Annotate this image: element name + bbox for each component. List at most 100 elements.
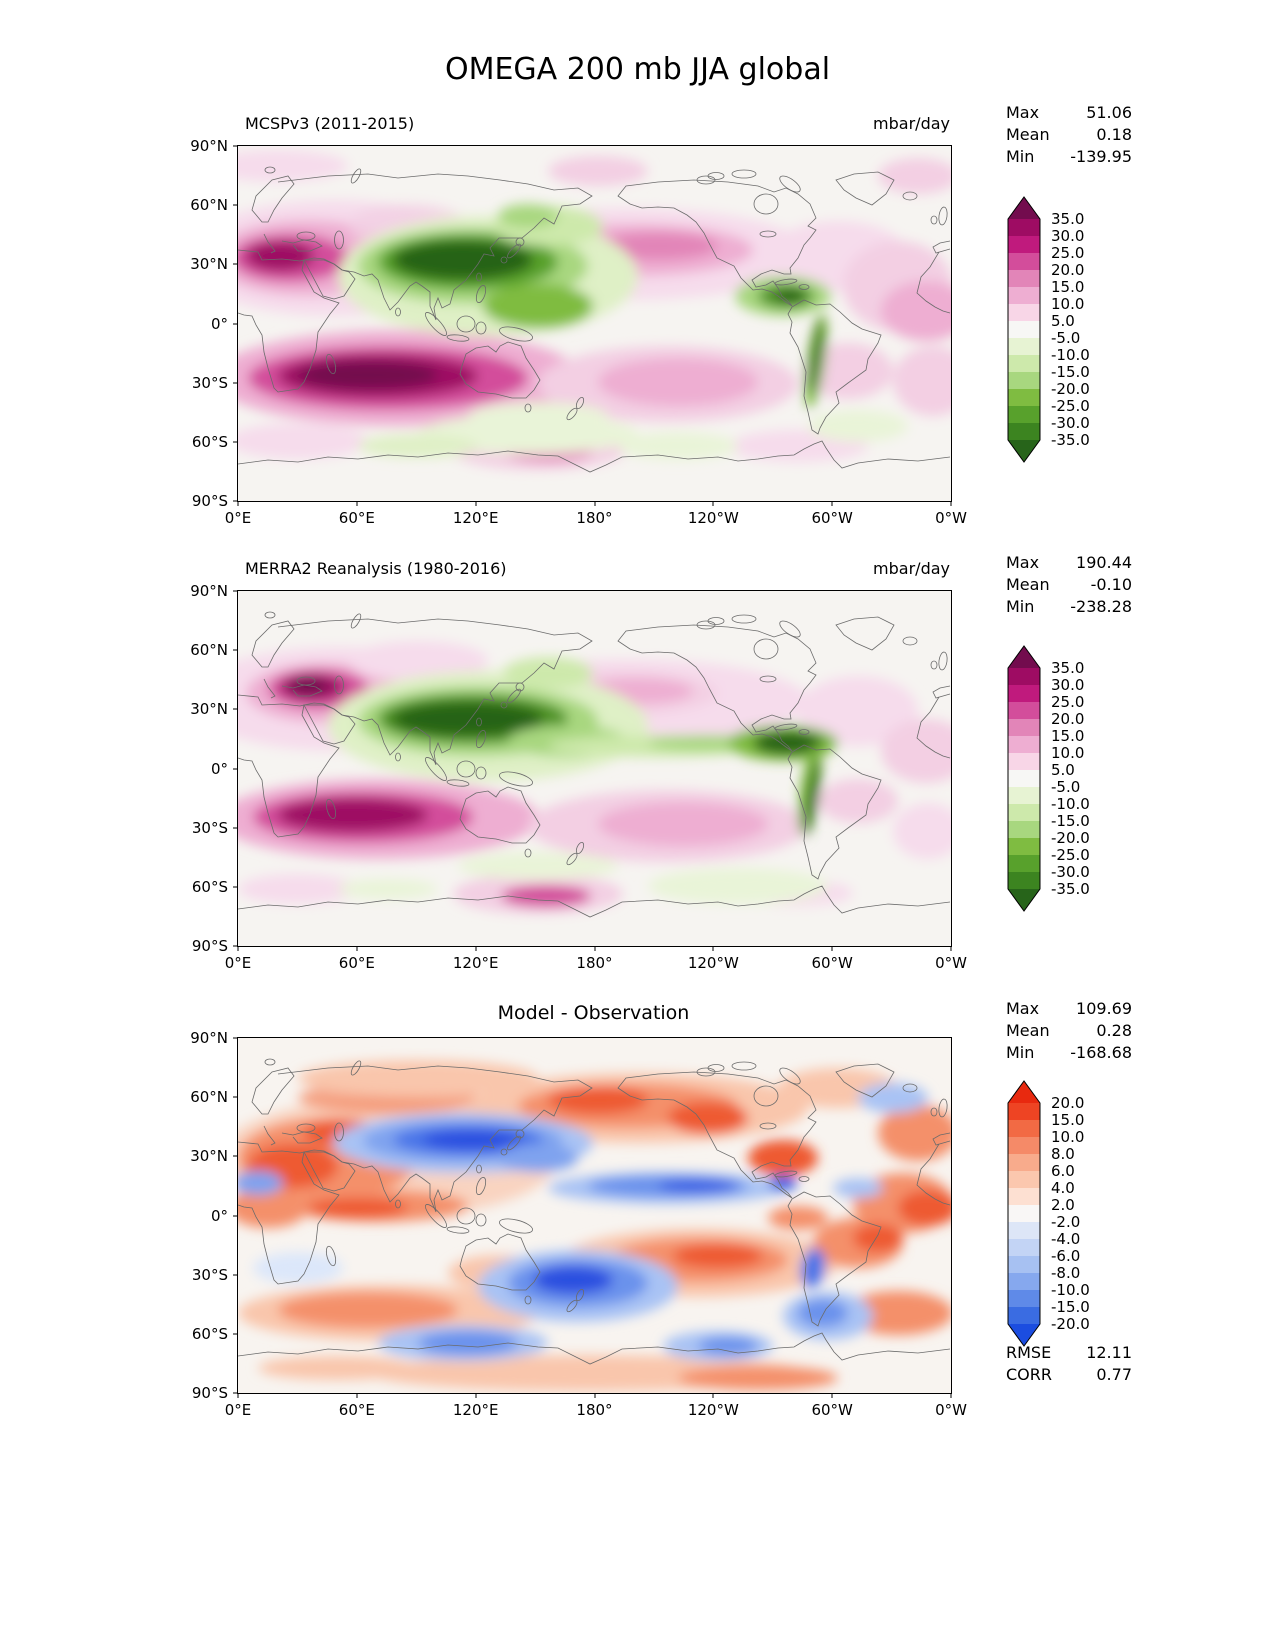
x-tick-label: 0°W: [935, 509, 967, 527]
stat-value: 190.44: [1076, 553, 1132, 572]
x-tick-mark: [712, 946, 714, 951]
stat-value: 12.11: [1086, 1343, 1132, 1362]
stat-value: 109.69: [1076, 999, 1132, 1018]
stat-label: CORR: [1006, 1365, 1052, 1384]
panel-2-stats: Max 190.44 Mean -0.10 Min -238.28: [1006, 552, 1132, 618]
y-tick-label: 60°S: [191, 432, 228, 451]
x-tick-label: 60°E: [338, 1401, 375, 1419]
x-tick-mark: [831, 501, 833, 506]
y-tick-mark: [233, 649, 238, 651]
y-tick-label: 90°S: [191, 937, 228, 955]
y-tick-mark: [233, 1274, 238, 1276]
colorbar-tick-label: 6.0: [1051, 1162, 1075, 1180]
x-tick-mark: [356, 1393, 358, 1398]
y-tick-label: 90°N: [190, 137, 228, 155]
x-tick-label: 120°E: [452, 954, 499, 972]
y-tick-label: 90°S: [191, 1384, 228, 1402]
y-tick-mark: [233, 441, 238, 443]
y-tick-mark: [233, 323, 238, 324]
x-tick-mark: [950, 501, 952, 506]
colorbar-tick-label: 30.0: [1051, 676, 1085, 694]
stat-row: Mean -0.10: [1006, 574, 1132, 596]
y-tick-mark: [233, 1333, 238, 1335]
y-tick-mark: [233, 382, 238, 384]
y-tick-mark: [233, 1155, 238, 1157]
y-tick-label: 30°S: [191, 1265, 228, 1284]
x-tick-label: 120°E: [452, 1401, 499, 1419]
panel-1-stats: Max 51.06 Mean 0.18 Min -139.95: [1006, 102, 1132, 168]
y-tick-label: 90°S: [191, 492, 228, 510]
colorbar-tick-label: 5.0: [1051, 761, 1075, 779]
colorbar-tick-label: 25.0: [1051, 693, 1085, 711]
map-svg: [238, 591, 951, 946]
x-tick-label: 60°E: [338, 954, 375, 972]
colorbar-tick-label: -2.0: [1051, 1213, 1081, 1231]
stat-value: 51.06: [1086, 103, 1132, 122]
y-tick-mark: [233, 1096, 238, 1098]
stat-label: RMSE: [1006, 1343, 1052, 1362]
x-tick-mark: [237, 501, 239, 506]
x-tick-label: 180°: [576, 954, 613, 972]
stat-value: 0.77: [1096, 1365, 1132, 1384]
y-tick-label: 90°N: [190, 582, 228, 600]
colorbar-tick-label: 15.0: [1051, 278, 1085, 296]
y-tick-label: 60°N: [190, 1088, 228, 1107]
y-tick-label: 30°N: [190, 700, 228, 719]
colorbar-tick-label: -25.0: [1051, 846, 1090, 864]
x-tick-mark: [356, 946, 358, 951]
y-tick-mark: [233, 263, 238, 265]
x-tick-mark: [475, 946, 477, 951]
y-tick-label: 0°: [210, 314, 228, 333]
colorbar-tick-label: -20.0: [1051, 829, 1090, 847]
x-tick-label: 0°E: [224, 954, 252, 972]
colorbar-svg: [1007, 196, 1041, 463]
colorbar-tick-label: -15.0: [1051, 363, 1090, 381]
colorbar-tick-label: 10.0: [1051, 744, 1085, 762]
x-tick-label: 0°W: [935, 954, 967, 972]
stat-row: RMSE 12.11: [1006, 1342, 1132, 1364]
colorbar-tick-label: -10.0: [1051, 346, 1090, 364]
panel-3-extra-stats: RMSE 12.11 CORR 0.77: [1006, 1342, 1132, 1386]
x-tick-label: 120°E: [452, 509, 499, 527]
y-tick-mark: [233, 500, 238, 502]
y-tick-label: 30°S: [191, 818, 228, 837]
x-tick-mark: [712, 501, 714, 506]
x-tick-mark: [831, 946, 833, 951]
colorbar-tick-label: 30.0: [1051, 227, 1085, 245]
stat-value: -168.68: [1070, 1043, 1132, 1062]
y-tick-mark: [233, 768, 238, 769]
y-tick-mark: [233, 1037, 238, 1039]
x-tick-mark: [594, 501, 595, 506]
stat-label: Max: [1006, 999, 1040, 1018]
stat-label: Mean: [1006, 1021, 1050, 1040]
colorbar-tick-label: 20.0: [1051, 710, 1085, 728]
panel-1-units: mbar/day: [873, 114, 950, 133]
colorbar-tick-label: -15.0: [1051, 812, 1090, 830]
colorbar-svg: [1007, 645, 1041, 912]
colorbar-tick-label: 15.0: [1051, 1111, 1085, 1129]
colorbar-tick-label: 5.0: [1051, 312, 1075, 330]
x-tick-label: 0°E: [224, 1401, 252, 1419]
stat-label: Max: [1006, 553, 1040, 572]
x-tick-mark: [950, 946, 952, 951]
y-tick-label: 60°N: [190, 641, 228, 660]
panel-1-colorbar: 35.0 30.0 25.0 20.0 15.0 10.0 5.0 -5.0 -10.0 -15.…: [1007, 196, 1090, 467]
stat-row: Max 51.06: [1006, 102, 1132, 124]
x-tick-mark: [475, 501, 477, 506]
colorbar-tick-label: -25.0: [1051, 397, 1090, 415]
map-panel-3: 0°E 60°E 120°E 180° 120°W 60°W 0°W 90°N 60°N 30°N…: [190, 1029, 967, 1419]
y-tick-mark: [233, 1392, 238, 1394]
figure-title: OMEGA 200 mb JJA global: [444, 52, 831, 87]
x-tick-label: 60°E: [338, 509, 375, 527]
panel-2-units: mbar/day: [873, 559, 950, 578]
colorbar-tick-label: -4.0: [1051, 1230, 1081, 1248]
colorbar-tick-label: 4.0: [1051, 1179, 1075, 1197]
colorbar-tick-label: -8.0: [1051, 1264, 1081, 1282]
y-tick-label: 90°N: [190, 1029, 228, 1047]
colorbar-tick-label: 10.0: [1051, 1128, 1085, 1146]
colorbar-tick-label: 20.0: [1051, 1094, 1085, 1112]
stat-label: Max: [1006, 103, 1040, 122]
stat-label: Min: [1006, 597, 1035, 616]
y-tick-mark: [233, 886, 238, 888]
colorbar-tick-label: -30.0: [1051, 863, 1090, 881]
